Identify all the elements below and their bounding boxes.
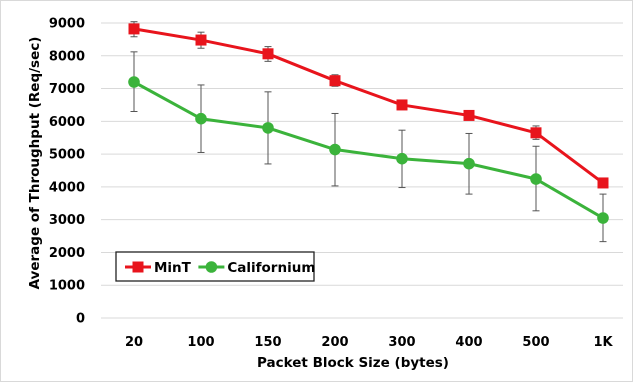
legend-items: MinT Californium — [125, 260, 315, 276]
legend-entry-mint: MinT — [125, 260, 192, 276]
data-point-mint — [195, 34, 207, 46]
series-markers — [128, 23, 609, 224]
x-tick-label: 20 — [125, 335, 143, 350]
legend-label: Californium — [227, 260, 315, 276]
data-point-mint — [463, 109, 475, 121]
data-point-californium — [396, 152, 408, 165]
x-axis-ticks: 20 100 150 200 300 400 500 1K — [125, 335, 614, 350]
y-tick-label: 0 — [76, 312, 85, 327]
data-point-mint — [530, 127, 542, 139]
data-point-californium — [463, 157, 475, 170]
legend-swatch-marker — [205, 261, 218, 273]
y-tick-label: 7000 — [49, 82, 85, 97]
legend: MinT Californium — [115, 251, 315, 282]
y-tick-label: 8000 — [49, 49, 85, 64]
x-tick-label: 400 — [455, 335, 482, 350]
data-point-californium — [128, 76, 140, 88]
x-tick-label: 100 — [187, 335, 214, 350]
data-point-mint — [262, 48, 274, 60]
legend-swatch-marker — [132, 261, 144, 273]
x-tick-label: 300 — [388, 335, 415, 350]
data-point-mint — [396, 99, 408, 111]
x-tick-label: 200 — [321, 335, 348, 350]
data-point-californium — [262, 122, 274, 134]
legend-entry-californium: Californium — [198, 260, 315, 276]
series-line-californium — [133, 80, 604, 220]
y-tick-label: 1000 — [49, 279, 85, 294]
x-tick-label: 150 — [254, 335, 281, 350]
data-point-mint — [597, 177, 609, 189]
y-tick-label: 5000 — [49, 148, 85, 163]
y-tick-label: 9000 — [49, 17, 85, 32]
x-tick-label: 500 — [522, 335, 549, 350]
y-axis-ticks: 0 1000 2000 3000 4000 5000 6000 7000 8000 9000 — [49, 17, 85, 327]
series-lines — [133, 27, 604, 220]
y-tick-label: 4000 — [49, 180, 85, 195]
y-tick-label: 6000 — [49, 115, 85, 130]
x-tick-label: 1K — [593, 335, 613, 350]
x-axis-title: Packet Block Size (bytes) — [257, 355, 449, 371]
data-point-californium — [530, 173, 542, 185]
data-point-mint — [128, 23, 140, 35]
data-point-californium — [195, 112, 207, 125]
series-line-mint — [133, 27, 604, 185]
y-axis-title: Average of Throughput (Req/sec) — [27, 37, 43, 290]
data-point-mint — [329, 75, 341, 87]
data-point-californium — [329, 143, 341, 156]
data-point-californium — [597, 212, 609, 224]
y-tick-label: 2000 — [49, 246, 85, 261]
y-tick-label: 3000 — [49, 213, 85, 228]
legend-label: MinT — [154, 260, 192, 276]
